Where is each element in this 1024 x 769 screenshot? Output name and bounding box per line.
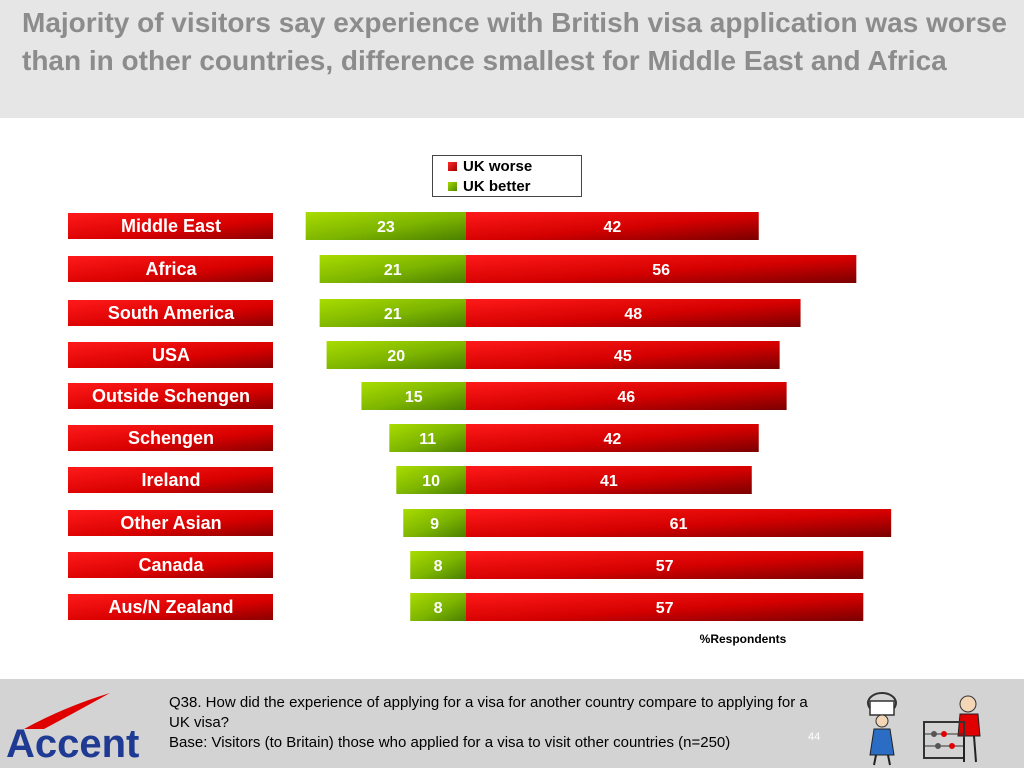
legend-swatch-uk-better: [448, 182, 457, 191]
legend-label-uk-worse: UK worse: [463, 158, 533, 175]
category-label: South America: [108, 303, 235, 323]
data-label-uk-better: 21: [384, 306, 402, 323]
bar-uk-better: [389, 424, 466, 452]
legend-item-uk-worse: UK worse: [448, 158, 533, 175]
data-label-uk-better: 20: [387, 348, 405, 365]
bar-uk-better: [361, 382, 466, 410]
category-label-box: [68, 594, 273, 620]
category-label-box: [68, 425, 273, 451]
bar-uk-worse: [466, 551, 864, 579]
data-label-uk-worse: 45: [614, 348, 632, 365]
bar-uk-worse: [466, 593, 864, 621]
data-label-uk-worse: 57: [656, 600, 674, 617]
data-label-uk-worse: 42: [603, 431, 621, 448]
x-axis-label: %Respondents: [700, 632, 787, 646]
data-label-uk-worse: 46: [617, 389, 635, 406]
category-label-box: [68, 300, 273, 326]
page-title: Majority of visitors say experience with…: [22, 7, 1008, 76]
bar-uk-better: [410, 593, 466, 621]
legend-swatch-uk-worse: [448, 162, 457, 171]
category-label: Africa: [145, 259, 197, 279]
bar-uk-better: [403, 509, 466, 537]
category-label-box: [68, 213, 273, 239]
bar-uk-worse: [466, 424, 759, 452]
bar-uk-better: [396, 466, 466, 494]
category-label: Canada: [138, 555, 204, 575]
chart-legend: UK worse UK better: [432, 155, 582, 197]
bar-uk-better: [319, 255, 466, 283]
category-label: Middle East: [121, 216, 221, 236]
shopper-cartoon-icon: [867, 692, 897, 766]
data-label-uk-better: 10: [422, 473, 440, 490]
footnote: Q38. How did the experience of applying …: [169, 693, 819, 753]
footer-band: [0, 679, 1024, 768]
data-label-uk-better: 23: [377, 219, 395, 236]
bar-uk-better: [326, 341, 466, 369]
category-label-box: [68, 256, 273, 282]
bar-uk-better: [319, 299, 466, 327]
category-label-box: [68, 467, 273, 493]
accent-logo: Accent: [4, 689, 164, 766]
category-label-box: [68, 552, 273, 578]
data-label-uk-better: 15: [405, 389, 423, 406]
bar-uk-better: [410, 551, 466, 579]
category-label: Ireland: [141, 470, 200, 490]
category-label: Other Asian: [120, 513, 221, 533]
data-label-uk-worse: 61: [670, 516, 688, 533]
data-label-uk-better: 9: [430, 516, 439, 533]
data-label-uk-worse: 56: [652, 262, 670, 279]
header-band: [0, 0, 1024, 118]
legend-item-uk-better: UK better: [448, 178, 531, 195]
data-label-uk-better: 8: [434, 600, 443, 617]
category-label: Aus/N Zealand: [108, 597, 233, 617]
page-number: 44: [808, 731, 821, 743]
category-label: Schengen: [128, 428, 214, 448]
bar-uk-worse: [466, 509, 892, 537]
footnote-question: Q38. How did the experience of applying …: [169, 694, 808, 731]
data-label-uk-better: 21: [384, 262, 402, 279]
logo-text: Accent: [6, 722, 139, 764]
data-label-uk-better: 11: [419, 431, 436, 448]
bar-uk-worse: [466, 299, 801, 327]
category-label-box: [68, 383, 273, 409]
data-label-uk-worse: 42: [603, 219, 621, 236]
diverging-bar-chart: Middle East 23 42 Africa 21 56 South America 21…: [68, 212, 892, 646]
footnote-base: Base: Visitors (to Britain) those who ap…: [169, 734, 731, 751]
data-label-uk-worse: 41: [600, 473, 618, 490]
bar-uk-worse: [466, 255, 857, 283]
data-label-uk-worse: 57: [656, 558, 674, 575]
bar-uk-worse: [466, 341, 780, 369]
bar-uk-worse: [466, 382, 787, 410]
category-label-box: [68, 510, 273, 536]
category-label: USA: [152, 345, 190, 365]
bar-uk-better: [305, 212, 466, 240]
category-label: Outside Schengen: [92, 386, 250, 406]
legend-label-uk-better: UK better: [463, 178, 531, 195]
bar-uk-worse: [466, 466, 752, 494]
category-label-box: [68, 342, 273, 368]
bar-uk-worse: [466, 212, 759, 240]
data-label-uk-worse: 48: [624, 306, 642, 323]
data-label-uk-better: 8: [434, 558, 443, 575]
abacus-cartoon-icon: [923, 695, 981, 763]
